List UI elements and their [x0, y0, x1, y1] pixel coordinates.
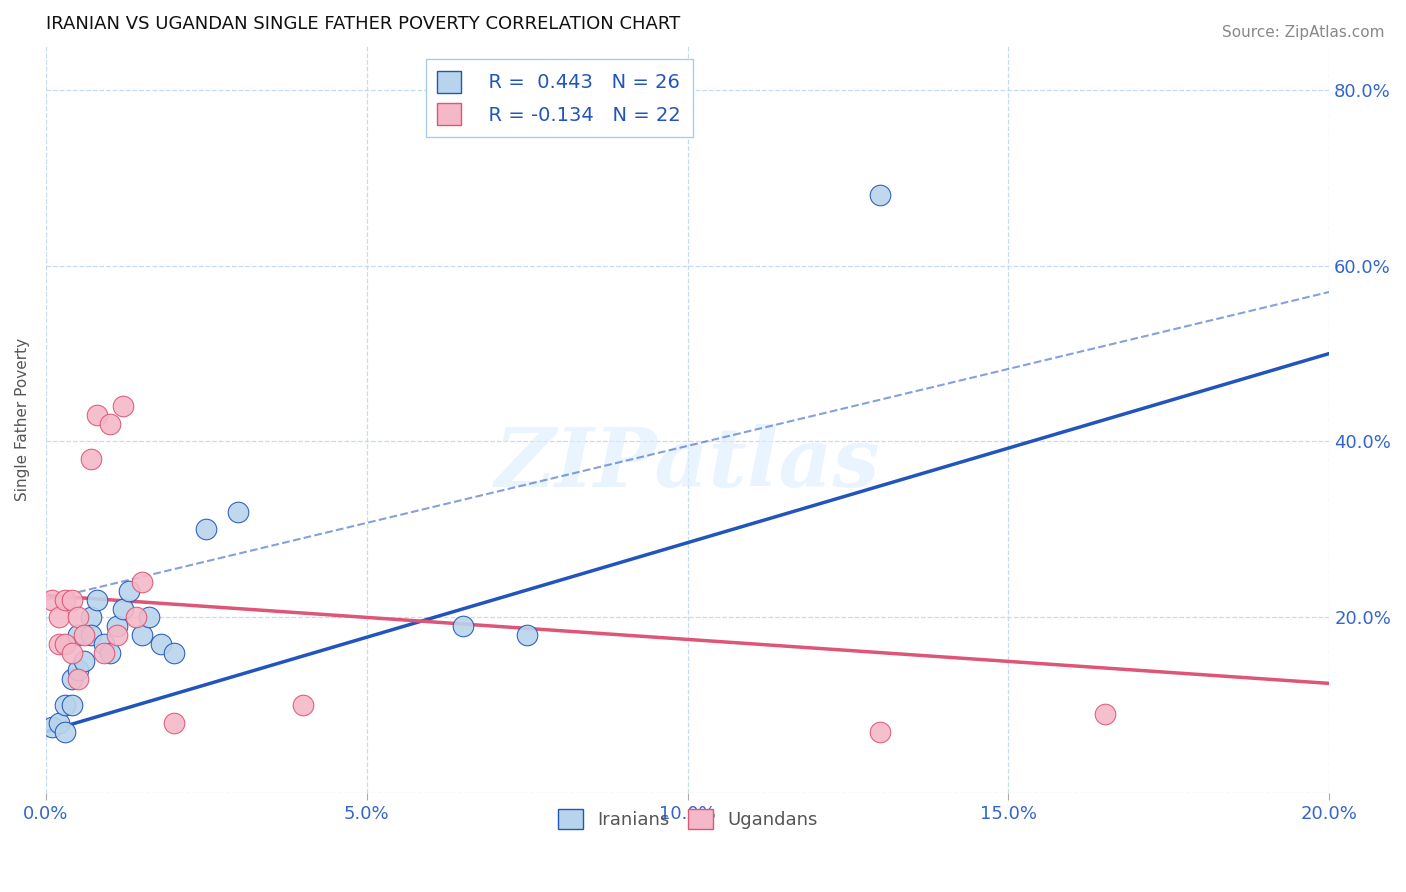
- Point: [41, 720, 63, 734]
- Point: [516, 628, 538, 642]
- Point: [60, 672, 83, 686]
- Point: [53, 698, 76, 713]
- Point: [125, 610, 148, 624]
- Point: [53, 637, 76, 651]
- Point: [195, 523, 218, 537]
- Point: [48, 716, 70, 731]
- Point: [67, 628, 90, 642]
- Point: [111, 400, 134, 414]
- Point: [131, 575, 153, 590]
- Point: [869, 188, 891, 202]
- Point: [98, 646, 121, 660]
- Point: [93, 646, 115, 660]
- Point: [53, 724, 76, 739]
- Text: ZIPatlas: ZIPatlas: [495, 425, 880, 504]
- Point: [228, 505, 250, 519]
- Point: [111, 601, 134, 615]
- Point: [105, 619, 128, 633]
- Point: [67, 672, 90, 686]
- Point: [80, 628, 103, 642]
- Text: Source: ZipAtlas.com: Source: ZipAtlas.com: [1222, 25, 1385, 40]
- Point: [67, 663, 90, 677]
- Point: [86, 408, 108, 422]
- Text: IRANIAN VS UGANDAN SINGLE FATHER POVERTY CORRELATION CHART: IRANIAN VS UGANDAN SINGLE FATHER POVERTY…: [46, 15, 681, 33]
- Point: [163, 716, 186, 731]
- Point: [80, 452, 103, 467]
- Point: [1094, 707, 1116, 722]
- Point: [60, 698, 83, 713]
- Point: [73, 628, 96, 642]
- Point: [73, 654, 96, 668]
- Point: [138, 610, 160, 624]
- Point: [451, 619, 474, 633]
- Point: [98, 417, 121, 431]
- Point: [60, 592, 83, 607]
- Point: [67, 610, 90, 624]
- Point: [93, 637, 115, 651]
- Point: [163, 646, 186, 660]
- Point: [118, 584, 141, 599]
- Point: [291, 698, 314, 713]
- Point: [48, 610, 70, 624]
- Point: [86, 592, 108, 607]
- Point: [131, 628, 153, 642]
- Point: [105, 628, 128, 642]
- Point: [60, 646, 83, 660]
- Point: [48, 637, 70, 651]
- Point: [869, 724, 891, 739]
- Point: [41, 592, 63, 607]
- Point: [150, 637, 173, 651]
- Y-axis label: Single Father Poverty: Single Father Poverty: [15, 338, 30, 501]
- Point: [53, 592, 76, 607]
- Legend: Iranians, Ugandans: Iranians, Ugandans: [550, 801, 825, 837]
- Point: [80, 610, 103, 624]
